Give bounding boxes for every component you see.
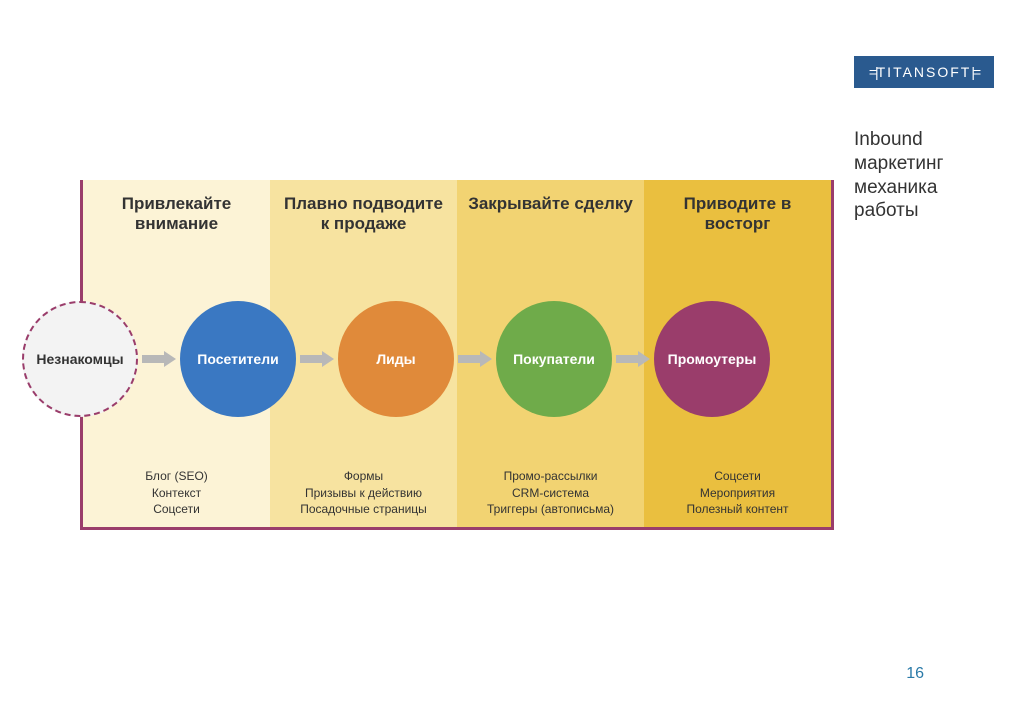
stage-header: Закрывайте сделку <box>468 194 633 254</box>
arrow-icon <box>454 351 496 367</box>
stage-footer: ФормыПризывы к действиюПосадочные страни… <box>274 468 453 517</box>
inbound-flow-diagram: Привлекайте внимание Блог (SEO)КонтекстС… <box>22 170 942 530</box>
stage-header: Плавно подводите к продаже <box>278 194 449 254</box>
logo-bars-left: =| <box>869 64 877 80</box>
node-visitors: Посетители <box>180 301 296 417</box>
node-wrap: Посетители <box>180 301 338 417</box>
node-wrap: Промоутеры <box>654 301 770 417</box>
stage-footer: Блог (SEO)КонтекстСоцсети <box>87 468 266 517</box>
logo-text: TITANSOFT <box>877 64 972 80</box>
node-strangers: Незнакомцы <box>22 301 138 417</box>
flow-nodes: Незнакомцы Посетители <box>22 300 942 418</box>
node-promoters: Промоутеры <box>654 301 770 417</box>
node-label: Посетители <box>197 351 278 367</box>
node-wrap: Лиды <box>338 301 496 417</box>
logo-badge: =| TITANSOFT |= <box>854 56 994 88</box>
stage-footer: СоцсетиМероприятияПолезный контент <box>648 468 827 517</box>
node-label: Лиды <box>376 351 415 367</box>
page-number: 16 <box>906 665 924 683</box>
stage-header: Приводите в восторг <box>652 194 823 254</box>
logo-bars-right: |= <box>971 64 979 80</box>
arrow-icon <box>138 351 180 367</box>
node-label: Покупатели <box>513 351 595 367</box>
node-leads: Лиды <box>338 301 454 417</box>
stage-header: Привлекайте внимание <box>91 194 262 254</box>
node-wrap: Покупатели <box>496 301 654 417</box>
node-customers: Покупатели <box>496 301 612 417</box>
arrow-icon <box>296 351 338 367</box>
node-label: Промоутеры <box>668 351 757 367</box>
node-label: Незнакомцы <box>36 351 123 367</box>
node-wrap: Незнакомцы <box>22 301 180 417</box>
stage-footer: Промо-рассылкиCRM-системаТриггеры (автоп… <box>461 468 640 517</box>
arrow-icon <box>612 351 654 367</box>
